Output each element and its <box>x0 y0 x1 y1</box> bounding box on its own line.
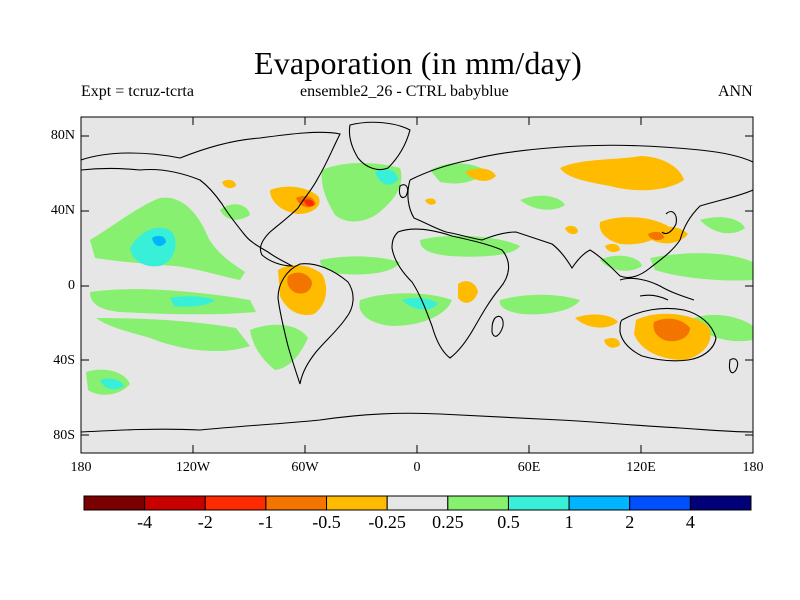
experiment-label: Expt = tcruz-tcrta <box>81 83 194 100</box>
colorbar-swatch <box>144 495 206 511</box>
axis-ticks <box>81 117 753 453</box>
contour-india-patch <box>565 225 578 235</box>
coast-europe-asia <box>407 144 753 279</box>
contour-pacific-equator <box>170 296 215 307</box>
colorbar-swatch <box>689 495 752 511</box>
coast-south-america <box>277 263 354 385</box>
map-title: Evaporation (in mm/day) <box>253 45 583 81</box>
contour-atlantic-equator <box>402 297 438 310</box>
coast-madagascar <box>491 315 504 337</box>
contour-arctic-patch <box>430 163 485 184</box>
lon-tick-120w: 120W <box>175 460 211 475</box>
colorbar-label: -0.5 <box>312 512 341 532</box>
colorbar-label: 4 <box>685 512 695 532</box>
contour-indian-south <box>575 314 618 328</box>
contour-southern-ocean <box>100 378 124 390</box>
evaporation-contours <box>81 121 753 433</box>
colorbar-label: 0.5 <box>497 512 520 532</box>
contour-greenland-east <box>222 179 236 189</box>
contour-indian-ocean <box>499 294 580 315</box>
contour-greenland-patch <box>220 204 250 220</box>
coast-antarctica <box>81 412 753 433</box>
coast-japan <box>661 211 677 235</box>
colorbar-swatch <box>447 495 509 511</box>
contour-siberia <box>560 156 684 191</box>
colorbar-swatch <box>326 495 388 511</box>
lon-tick-180w: 180 <box>70 460 92 475</box>
contour-bay-patch <box>605 243 620 253</box>
colorbar-swatch <box>265 495 328 511</box>
coast-north-america <box>81 131 341 267</box>
colorbar-label: 0.25 <box>432 512 464 532</box>
colorbar-swatch <box>629 495 691 511</box>
contour-mediterranean <box>425 198 436 205</box>
contour-north-america-max <box>304 199 314 207</box>
colorbar-swatch <box>507 495 570 511</box>
lon-tick-180e: 180 <box>742 460 764 475</box>
contour-pacific-core <box>130 227 176 267</box>
colorbar-label: -4 <box>137 512 153 532</box>
lon-tick-60e: 60E <box>517 460 541 475</box>
lon-tick-120e: 120E <box>626 460 656 475</box>
lon-tick-0: 0 <box>413 460 421 475</box>
contour-australia-core <box>653 318 690 342</box>
lat-tick-80n: 80N <box>50 128 75 143</box>
coast-new-zealand <box>728 358 739 374</box>
colorbar-label: 2 <box>625 512 635 532</box>
coastlines <box>81 121 753 433</box>
ensemble-label: ensemble2_26 - CTRL babyblue <box>300 83 509 100</box>
contour-africa-north <box>420 235 520 257</box>
lat-tick-0: 0 <box>68 278 75 293</box>
colorbar-label: -2 <box>197 512 213 532</box>
lat-tick-40n: 40N <box>50 203 75 218</box>
coast-africa <box>391 228 510 359</box>
contour-amazon-core <box>287 272 312 294</box>
lat-tick-40s: 40S <box>53 353 75 368</box>
colorbar-label: -0.25 <box>368 512 406 532</box>
colorbar-swatch <box>83 495 146 511</box>
colorbar-swatch <box>568 495 631 511</box>
colorbar-label: -1 <box>258 512 274 532</box>
colorbar <box>83 495 752 511</box>
colorbar-label: 1 <box>564 512 574 532</box>
lat-tick-80s: 80S <box>53 428 75 443</box>
coast-southeast-asia <box>619 277 695 301</box>
season-label: ANN <box>718 83 753 100</box>
contour-eurasia <box>520 195 565 210</box>
contour-pacific-max <box>152 235 166 247</box>
coast-greenland <box>348 121 411 171</box>
contour-pacific-west <box>650 253 753 281</box>
coast-british-isles <box>398 184 409 199</box>
contour-east-asia-core <box>648 231 664 241</box>
coast-australia <box>619 307 717 362</box>
contour-africa-east <box>458 281 478 303</box>
contour-pacific-south <box>96 318 250 352</box>
contour-atlantic-tropical <box>320 256 400 275</box>
contour-pacific-central <box>700 217 745 234</box>
contour-south-pacific-patch <box>250 324 308 370</box>
contour-atlantic-north <box>375 169 398 185</box>
colorbar-swatch <box>386 495 449 511</box>
colorbar-swatch <box>204 495 267 511</box>
contour-australia-south <box>604 337 620 348</box>
contour-scandinavia-north <box>465 168 496 181</box>
lon-tick-60w: 60W <box>291 460 319 475</box>
